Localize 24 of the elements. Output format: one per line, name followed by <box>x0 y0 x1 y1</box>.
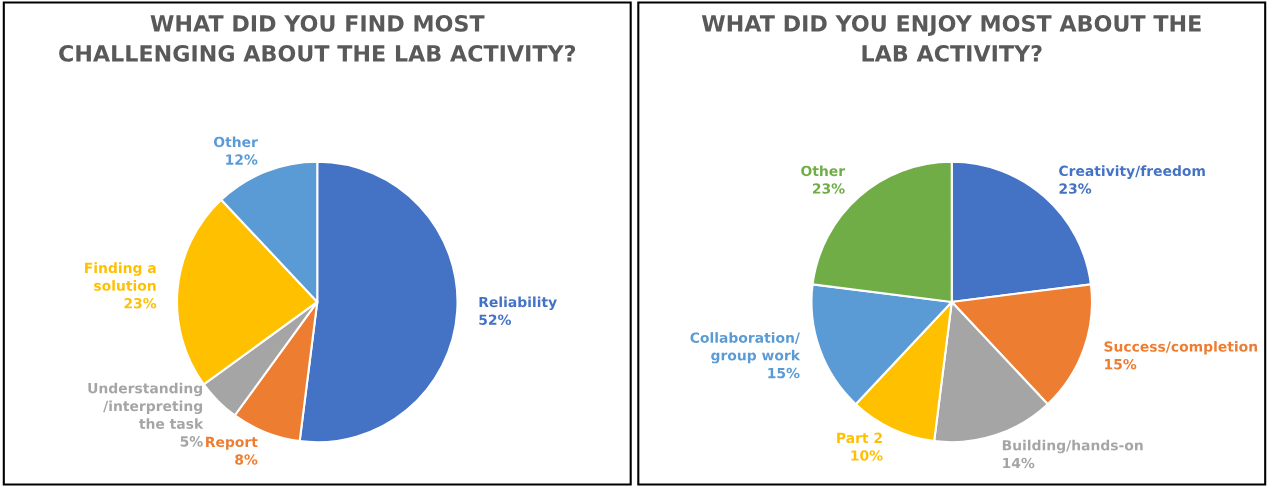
slice-label: Other <box>213 136 258 148</box>
slice-label: Understanding /interpreting the task <box>88 382 204 429</box>
slice-label: Finding a solution <box>85 262 156 291</box>
data-label: 8% <box>235 454 258 465</box>
data-label: 23% <box>812 183 845 194</box>
slice-label: Success/completion <box>1104 341 1257 355</box>
data-label: 15% <box>1105 358 1137 370</box>
slice-label: Other <box>801 165 846 177</box>
data-label: 52% <box>479 314 512 325</box>
slice-label: Report <box>206 436 258 450</box>
data-label: 23% <box>1059 183 1092 194</box>
slice-label: Building/hands-on <box>1002 439 1143 454</box>
slice-label: Creativity/freedom <box>1059 165 1205 179</box>
data-label: 23% <box>124 298 157 309</box>
slice-label: Part 2 <box>837 432 882 444</box>
data-label: 14% <box>1003 457 1035 469</box>
data-label: 10% <box>851 450 883 461</box>
slice-label: Collaboration/ group work <box>690 332 801 364</box>
chart-title: WHAT DID YOU ENJOY MOST ABOUT THE LAB ACTIVITY? <box>701 15 1201 62</box>
data-label: 5% <box>180 436 203 447</box>
chart-title: WHAT DID YOU FIND MOST CHALLENGING ABOUT THE LAB ACTIVITY? <box>59 15 576 62</box>
slice-label: Reliability <box>479 296 557 311</box>
data-label: 15% <box>768 367 800 379</box>
data-label: 12% <box>226 154 258 165</box>
